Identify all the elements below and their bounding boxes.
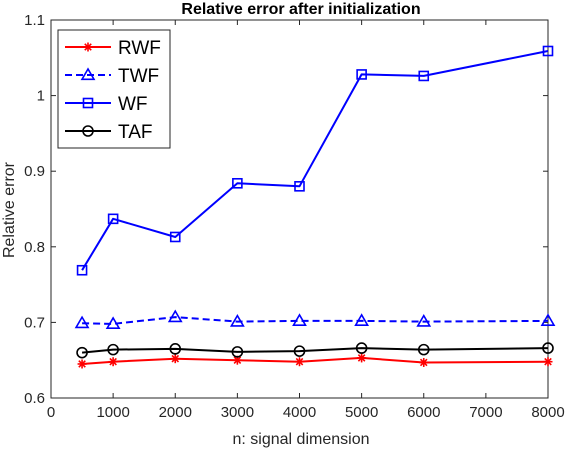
data-point-twf bbox=[105, 316, 121, 330]
series-line-taf bbox=[82, 347, 549, 354]
legend-marker-taf bbox=[82, 125, 94, 137]
legend-label-taf: TAF bbox=[118, 122, 152, 143]
data-point-wf bbox=[107, 213, 119, 225]
y-tick-label: 0.8 bbox=[24, 239, 45, 256]
data-point-rwf bbox=[232, 355, 242, 365]
x-tick-label: 5000 bbox=[345, 404, 378, 421]
data-point-rwf bbox=[108, 357, 118, 367]
data-point-taf bbox=[76, 346, 88, 359]
plot-area: 0 1000 2000 3000 4000 5000 6000 7000 8000 0.6 0.7 0… bbox=[24, 12, 565, 421]
data-point-rwf bbox=[543, 357, 553, 367]
data-point-wf bbox=[294, 181, 305, 192]
data-point-twf bbox=[167, 309, 183, 323]
data-point-twf bbox=[354, 313, 370, 327]
x-tick-label: 0 bbox=[47, 404, 55, 421]
legend-label-twf: TWF bbox=[118, 66, 159, 87]
data-point-rwf bbox=[77, 359, 87, 369]
legend-item-wf: WF bbox=[65, 94, 148, 115]
y-tick-label: 0.9 bbox=[24, 163, 45, 180]
data-point-wf bbox=[418, 70, 430, 82]
x-axis-label: n: signal dimension bbox=[233, 431, 370, 448]
legend-item-taf: TAF bbox=[65, 122, 152, 143]
data-point-rwf bbox=[170, 354, 180, 364]
data-point-taf bbox=[542, 342, 554, 354]
data-point-twf bbox=[540, 313, 556, 327]
x-tick-label: 6000 bbox=[407, 404, 440, 421]
data-point-wf bbox=[169, 231, 181, 243]
x-tick-label: 8000 bbox=[531, 404, 564, 421]
data-point-twf bbox=[229, 314, 245, 327]
data-point-wf bbox=[76, 264, 88, 276]
y-axis-label: Relative error bbox=[1, 161, 18, 258]
legend: RWF TWF WF TAF bbox=[57, 29, 171, 149]
data-point-wf bbox=[356, 69, 367, 80]
x-tick-label: 2000 bbox=[159, 404, 192, 421]
series-line-wf bbox=[81, 50, 549, 271]
x-tick-label: 7000 bbox=[469, 404, 502, 421]
legend-label-rwf: RWF bbox=[118, 38, 161, 59]
data-point-taf bbox=[355, 342, 368, 354]
legend-item-twf: TWF bbox=[65, 66, 159, 87]
data-point-taf bbox=[107, 343, 119, 356]
data-point-twf bbox=[416, 314, 432, 327]
data-point-wf bbox=[232, 177, 243, 189]
x-tick-label: 4000 bbox=[283, 404, 316, 421]
data-point-twf bbox=[74, 315, 90, 329]
y-tick-label: 0.7 bbox=[24, 314, 45, 331]
y-tick-label: 1 bbox=[37, 88, 45, 105]
y-tick-label: 0.6 bbox=[24, 390, 45, 407]
data-point-rwf bbox=[295, 357, 304, 367]
legend-marker-twf bbox=[80, 67, 96, 81]
legend-item-rwf: RWF bbox=[65, 38, 161, 59]
legend-box bbox=[57, 29, 171, 149]
chart-title: Relative error after initialization bbox=[181, 1, 420, 18]
data-point-rwf bbox=[357, 353, 367, 363]
x-tick-label: 3000 bbox=[221, 404, 254, 421]
series-line-rwf bbox=[82, 356, 549, 365]
data-point-taf bbox=[231, 346, 244, 358]
data-point-taf bbox=[417, 343, 430, 356]
series-line-twf bbox=[82, 316, 549, 325]
x-tick-label: 1000 bbox=[96, 404, 129, 421]
data-point-taf bbox=[293, 345, 306, 357]
legend-marker-rwf bbox=[83, 42, 93, 52]
data-point-wf bbox=[542, 45, 554, 57]
legend-label-wf: WF bbox=[118, 94, 148, 115]
data-point-twf bbox=[292, 313, 307, 327]
legend-marker-wf bbox=[82, 97, 94, 109]
data-point-rwf bbox=[419, 357, 429, 367]
data-point-taf bbox=[169, 343, 182, 355]
y-tick-label: 1.1 bbox=[24, 12, 45, 29]
